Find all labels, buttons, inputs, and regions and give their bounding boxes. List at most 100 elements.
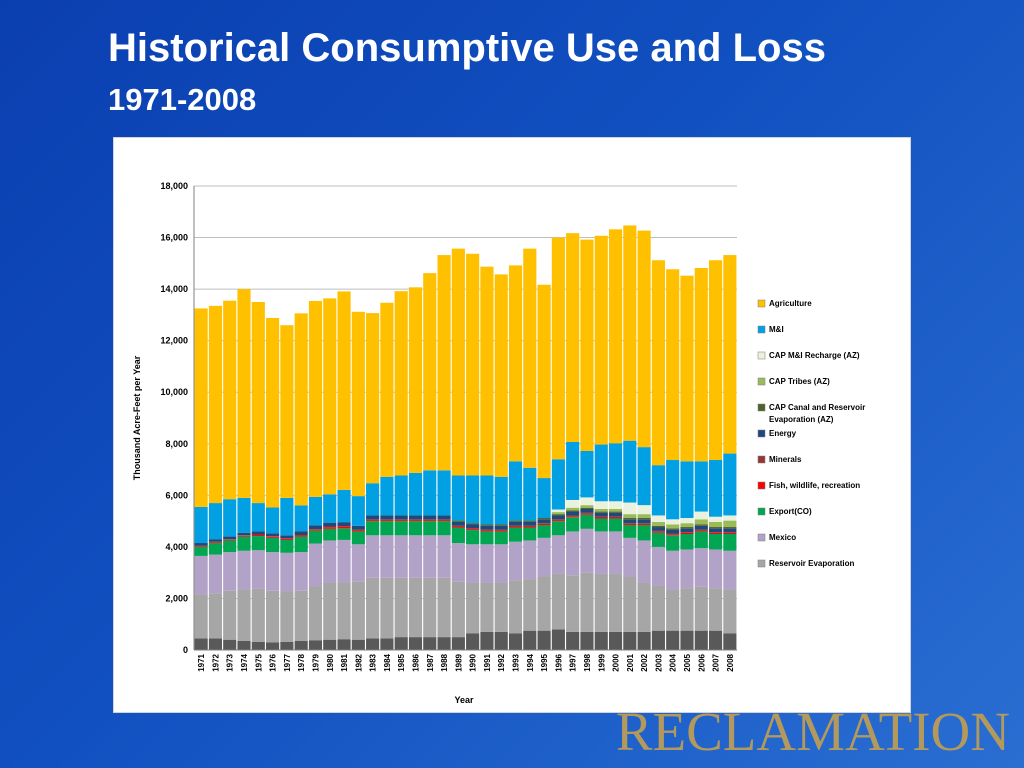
bar-segment: [294, 535, 308, 537]
bar-segment: [494, 524, 508, 526]
bar-segment: [351, 496, 365, 526]
bar-segment: [594, 516, 608, 518]
bar-segment: [351, 530, 365, 532]
legend-swatch: [757, 455, 766, 464]
legend-label: CAP M&I Recharge (AZ): [769, 351, 860, 360]
bar-segment: [651, 585, 665, 631]
slide-title: Historical Consumptive Use and Loss: [108, 26, 826, 70]
y-tick-label: 14,000: [160, 284, 188, 294]
bar-segment: [523, 527, 537, 541]
bar-segment: [451, 637, 465, 650]
bar-segment: [408, 521, 423, 536]
bar-segment: [251, 302, 265, 504]
bar-segment: [337, 291, 351, 490]
bar-segment: [708, 460, 723, 517]
bar-segment: [566, 517, 580, 532]
bar-segment: [623, 537, 637, 577]
bar-segment: [480, 266, 494, 476]
legend-label: CAP Canal and Reservoir Evaporation (AZ): [769, 403, 865, 424]
bar-segment: [208, 638, 223, 650]
bar-segment: [523, 248, 537, 468]
bar-segment: [580, 450, 594, 498]
bar-segment: [437, 515, 451, 520]
bar-segment: [351, 581, 365, 640]
bar-segment: [694, 586, 708, 631]
bar-segment: [237, 536, 251, 551]
bar-segment: [608, 531, 623, 574]
y-tick-label: 12,000: [160, 336, 188, 346]
bar-segment: [194, 555, 208, 595]
bar-segment: [266, 533, 280, 537]
bar-segment: [480, 525, 494, 530]
x-axis-title: Year: [454, 695, 474, 705]
bar-segment: [666, 528, 680, 530]
x-tick-label: 1974: [240, 653, 249, 671]
bar-segment: [594, 573, 608, 632]
bar-segment: [694, 525, 708, 530]
bar-segment: [223, 539, 237, 541]
bar-segment: [237, 289, 251, 498]
bar-segment: [466, 530, 480, 545]
bar-segment: [494, 631, 508, 650]
bar-segment: [423, 273, 437, 471]
bar-segment: [394, 475, 408, 516]
y-tick-label: 2,000: [165, 593, 188, 603]
bar-segment: [394, 637, 408, 650]
bar-segment: [194, 638, 208, 650]
bar-segment: [666, 269, 680, 461]
bar-segment: [537, 518, 551, 520]
bar-segment: [466, 475, 480, 524]
x-tick-label: 1995: [540, 653, 549, 671]
bar-segment: [237, 535, 251, 536]
bar-segment: [466, 528, 480, 530]
bar-segment: [280, 552, 294, 592]
bar-segment: [380, 535, 394, 578]
bar-segment: [366, 515, 380, 520]
bar-segment: [380, 520, 394, 522]
bar-segment: [480, 524, 494, 526]
bar-segment: [694, 529, 708, 531]
bar-segment: [508, 580, 523, 634]
bar-segment: [580, 513, 594, 515]
bar-segment: [566, 516, 580, 518]
bar-segment: [437, 519, 451, 521]
bar-segment: [251, 534, 265, 536]
bar-segment: [408, 515, 423, 520]
bar-segment: [508, 541, 523, 581]
bar-segment: [208, 593, 223, 639]
bar-segment: [194, 308, 208, 507]
bar-segment: [537, 537, 551, 577]
bar-segment: [566, 511, 580, 516]
bar-segment: [666, 589, 680, 631]
bar-segment: [580, 507, 594, 509]
bar-segment: [237, 497, 251, 533]
bar-segment: [566, 499, 580, 508]
bar-segment: [423, 577, 437, 638]
bar-segment: [680, 588, 694, 631]
bar-segment: [694, 524, 708, 526]
x-tick-label: 1994: [526, 653, 535, 671]
bar-segment: [237, 589, 251, 641]
bar-segment: [723, 633, 737, 650]
bar-segment: [451, 475, 465, 521]
bar-segment: [723, 532, 737, 534]
bar-segment: [637, 518, 651, 520]
bar-segment: [708, 521, 723, 528]
bar-segment: [623, 631, 637, 650]
bar-segment: [637, 514, 651, 519]
bar-segment: [337, 489, 351, 523]
legend-label: Mexico: [769, 533, 796, 542]
bar-segment: [608, 512, 623, 517]
bar-segment: [380, 519, 394, 521]
x-tick-label: 2000: [612, 653, 621, 671]
bar-segment: [451, 520, 465, 522]
legend-label: Energy: [769, 429, 797, 438]
bar-segment: [223, 590, 237, 640]
bar-segment: [508, 265, 523, 462]
bar-segment: [580, 528, 594, 573]
x-tick-label: 1997: [569, 653, 578, 671]
bar-segment: [308, 586, 323, 641]
bar-segment: [437, 577, 451, 638]
bar-segment: [566, 531, 580, 576]
bar-segment: [266, 590, 280, 643]
